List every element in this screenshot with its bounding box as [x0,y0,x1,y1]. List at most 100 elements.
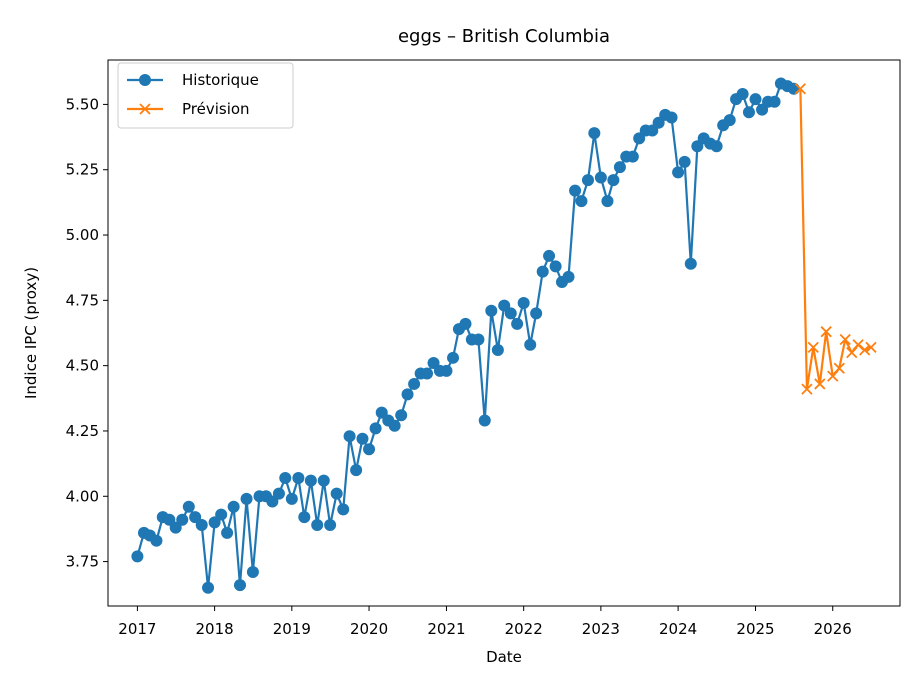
data-point [839,333,851,346]
data-point [524,338,537,351]
data-point [814,378,826,390]
data-point [330,487,343,500]
data-point [202,581,215,594]
data-point [710,140,723,153]
x-tick-label: 2025 [736,620,774,638]
data-point [234,579,246,592]
data-point [311,519,324,532]
y-tick-label: 5.50 [66,95,99,113]
data-point [246,566,259,579]
data-point [485,304,498,317]
y-tick-label: 4.75 [66,291,99,309]
data-point [575,195,588,208]
data-point [169,521,182,534]
data-point [736,87,749,100]
data-point [375,406,388,419]
data-point [324,519,337,532]
x-tick-label: 2024 [659,620,697,638]
chart-title: eggs – British Columbia [398,26,610,47]
data-point [279,471,292,484]
data-point [363,443,376,456]
data-point [865,341,877,354]
y-axis-label: Indice IPC (proxy) [22,267,40,399]
x-axis: 2017 2018 2019 2020 2021 2022 2023 2024 2025 2026 [118,606,852,638]
y-axis: 3.75 4.00 4.25 4.50 4.75 5.00 5.25 5.50 [66,95,108,571]
legend-item-0: Historique [127,71,259,89]
y-tick-label: 4.25 [66,422,99,440]
data-point [343,430,356,443]
data-point [807,341,819,354]
data-point [240,492,253,505]
data-point [530,307,543,320]
data-point [601,195,614,208]
data-point [517,296,530,309]
data-point [684,257,697,270]
data-point [562,270,575,283]
data-point [827,370,839,382]
data-point [672,166,685,179]
legend-label: Historique [182,71,259,89]
y-tick-label: 4.50 [66,357,99,375]
data-point [678,155,691,168]
legend-item-1: Prévision [127,100,250,118]
data-point [846,346,858,359]
data-point [421,367,433,380]
data-point [581,174,594,187]
data-point [749,93,762,106]
data-point [723,114,736,127]
x-tick-label: 2018 [196,620,234,638]
data-point [852,339,864,351]
data-point [498,299,511,312]
data-point [491,343,504,356]
data-point [569,184,582,197]
data-point [150,534,163,547]
data-point [801,383,813,395]
data-point [768,95,781,108]
data-point [511,317,524,330]
data-point [369,422,382,435]
x-tick-label: 2026 [814,620,852,638]
data-point [794,83,807,95]
y-tick-label: 5.00 [66,226,99,244]
data-point [304,474,317,487]
data-point [131,550,144,563]
data-point [182,500,195,513]
series-1 [794,83,877,395]
data-point [543,249,556,262]
legend-marker [139,103,151,115]
x-tick-label: 2022 [505,620,543,638]
y-tick-label: 4.00 [66,487,99,505]
data-point [356,432,369,445]
data-point [292,471,305,484]
data-point [401,388,414,401]
legend-label: Prévision [182,100,250,118]
series-0 [131,77,800,594]
series-layer [131,77,877,594]
data-point [665,111,678,124]
data-point [472,333,485,346]
data-point [195,519,208,532]
data-point [626,150,639,163]
data-point [478,414,491,427]
data-point [388,419,401,432]
data-point [176,513,189,526]
data-point [221,526,234,539]
legend-marker [139,74,151,86]
data-point [504,307,517,320]
data-point [742,106,755,119]
data-point [588,127,601,140]
data-point [208,516,221,529]
data-point [395,409,408,422]
data-point [317,474,330,487]
data-point [859,344,871,356]
data-point [820,326,832,338]
x-tick-label: 2019 [273,620,311,638]
x-tick-label: 2021 [427,620,465,638]
data-point [298,511,311,524]
data-point [227,500,240,513]
data-point [652,116,665,129]
x-tick-label: 2020 [350,620,388,638]
data-point [613,161,626,174]
data-point [549,260,562,273]
